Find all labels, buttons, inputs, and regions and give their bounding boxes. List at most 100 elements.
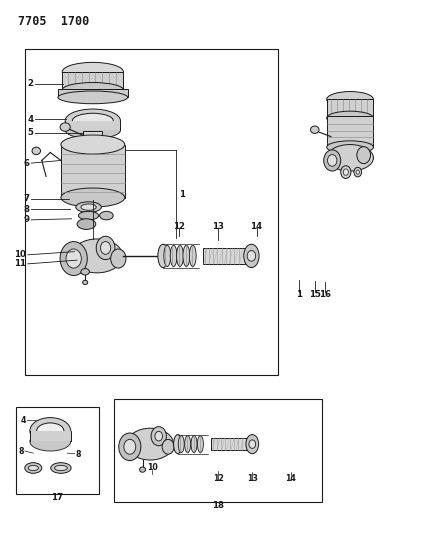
Ellipse shape bbox=[37, 423, 64, 439]
Ellipse shape bbox=[184, 435, 190, 453]
Ellipse shape bbox=[30, 432, 71, 451]
Bar bbox=[58, 89, 128, 98]
Ellipse shape bbox=[28, 465, 39, 471]
Text: 8: 8 bbox=[76, 450, 81, 459]
Circle shape bbox=[66, 249, 81, 268]
Ellipse shape bbox=[158, 244, 168, 268]
Ellipse shape bbox=[71, 239, 122, 273]
Ellipse shape bbox=[327, 111, 374, 125]
Ellipse shape bbox=[62, 83, 123, 98]
Bar bbox=[62, 72, 123, 90]
Ellipse shape bbox=[183, 245, 190, 266]
Ellipse shape bbox=[311, 126, 319, 133]
Ellipse shape bbox=[72, 114, 113, 128]
Circle shape bbox=[101, 241, 111, 254]
Circle shape bbox=[324, 150, 341, 171]
Ellipse shape bbox=[127, 428, 174, 460]
Ellipse shape bbox=[246, 434, 259, 454]
Circle shape bbox=[155, 431, 163, 441]
Ellipse shape bbox=[177, 245, 183, 266]
Ellipse shape bbox=[140, 467, 146, 472]
Circle shape bbox=[151, 426, 166, 446]
Text: 16: 16 bbox=[318, 289, 330, 298]
Circle shape bbox=[119, 433, 141, 461]
Ellipse shape bbox=[61, 135, 125, 154]
Circle shape bbox=[357, 147, 371, 164]
Ellipse shape bbox=[81, 204, 96, 211]
Text: 1: 1 bbox=[179, 190, 185, 199]
Ellipse shape bbox=[77, 219, 96, 229]
Circle shape bbox=[60, 241, 87, 276]
Circle shape bbox=[327, 155, 337, 166]
Ellipse shape bbox=[61, 188, 125, 207]
Bar bbox=[211, 438, 247, 450]
Ellipse shape bbox=[327, 144, 374, 171]
Ellipse shape bbox=[100, 212, 113, 220]
Circle shape bbox=[343, 169, 348, 175]
Ellipse shape bbox=[164, 245, 171, 266]
Bar bbox=[202, 248, 245, 264]
Ellipse shape bbox=[191, 435, 197, 453]
Text: 8: 8 bbox=[18, 447, 24, 456]
Text: 10: 10 bbox=[14, 251, 26, 260]
Ellipse shape bbox=[174, 434, 182, 454]
Ellipse shape bbox=[197, 435, 203, 453]
Text: 4: 4 bbox=[27, 115, 33, 124]
Text: 12: 12 bbox=[173, 222, 185, 231]
Text: 14: 14 bbox=[250, 222, 263, 231]
Text: 18: 18 bbox=[212, 500, 224, 510]
Ellipse shape bbox=[178, 435, 184, 453]
Ellipse shape bbox=[244, 244, 259, 268]
Ellipse shape bbox=[62, 62, 123, 82]
Text: 2: 2 bbox=[27, 79, 33, 88]
Ellipse shape bbox=[170, 245, 177, 266]
Text: 7705  1700: 7705 1700 bbox=[18, 14, 89, 28]
Bar bbox=[25, 49, 278, 375]
Circle shape bbox=[341, 166, 351, 179]
Circle shape bbox=[249, 440, 256, 448]
Bar bbox=[16, 407, 99, 495]
Circle shape bbox=[124, 439, 136, 454]
Text: 17: 17 bbox=[51, 492, 63, 502]
Bar bbox=[30, 431, 71, 441]
Ellipse shape bbox=[81, 269, 89, 275]
Ellipse shape bbox=[54, 465, 67, 471]
Ellipse shape bbox=[60, 123, 70, 131]
Bar bbox=[327, 100, 374, 118]
Bar bbox=[65, 120, 120, 130]
Bar bbox=[327, 116, 374, 147]
Ellipse shape bbox=[189, 245, 196, 266]
Ellipse shape bbox=[327, 92, 374, 108]
Ellipse shape bbox=[30, 418, 71, 444]
Text: 8: 8 bbox=[24, 205, 30, 214]
Text: 15: 15 bbox=[309, 289, 321, 298]
Text: 14: 14 bbox=[285, 474, 296, 483]
Circle shape bbox=[356, 170, 360, 174]
Bar bbox=[114, 399, 322, 503]
Text: 4: 4 bbox=[21, 416, 26, 425]
Ellipse shape bbox=[25, 463, 42, 473]
Text: 11: 11 bbox=[14, 260, 26, 268]
Bar bbox=[83, 131, 102, 143]
Ellipse shape bbox=[58, 91, 128, 104]
Circle shape bbox=[247, 251, 256, 261]
Ellipse shape bbox=[76, 202, 101, 213]
Circle shape bbox=[354, 167, 362, 177]
Ellipse shape bbox=[65, 122, 120, 139]
Text: 5: 5 bbox=[27, 128, 33, 138]
Text: 10: 10 bbox=[147, 464, 158, 472]
Bar bbox=[61, 144, 125, 198]
Text: 7: 7 bbox=[24, 194, 30, 203]
Text: 13: 13 bbox=[212, 222, 224, 231]
Circle shape bbox=[162, 439, 174, 454]
Text: 1: 1 bbox=[296, 289, 302, 298]
Circle shape bbox=[96, 236, 115, 260]
Text: 6: 6 bbox=[24, 159, 30, 167]
Ellipse shape bbox=[83, 280, 88, 285]
Ellipse shape bbox=[327, 141, 374, 154]
Text: 9: 9 bbox=[24, 215, 30, 224]
Ellipse shape bbox=[51, 463, 71, 473]
Ellipse shape bbox=[65, 109, 120, 132]
Ellipse shape bbox=[32, 147, 41, 155]
Ellipse shape bbox=[78, 212, 99, 220]
